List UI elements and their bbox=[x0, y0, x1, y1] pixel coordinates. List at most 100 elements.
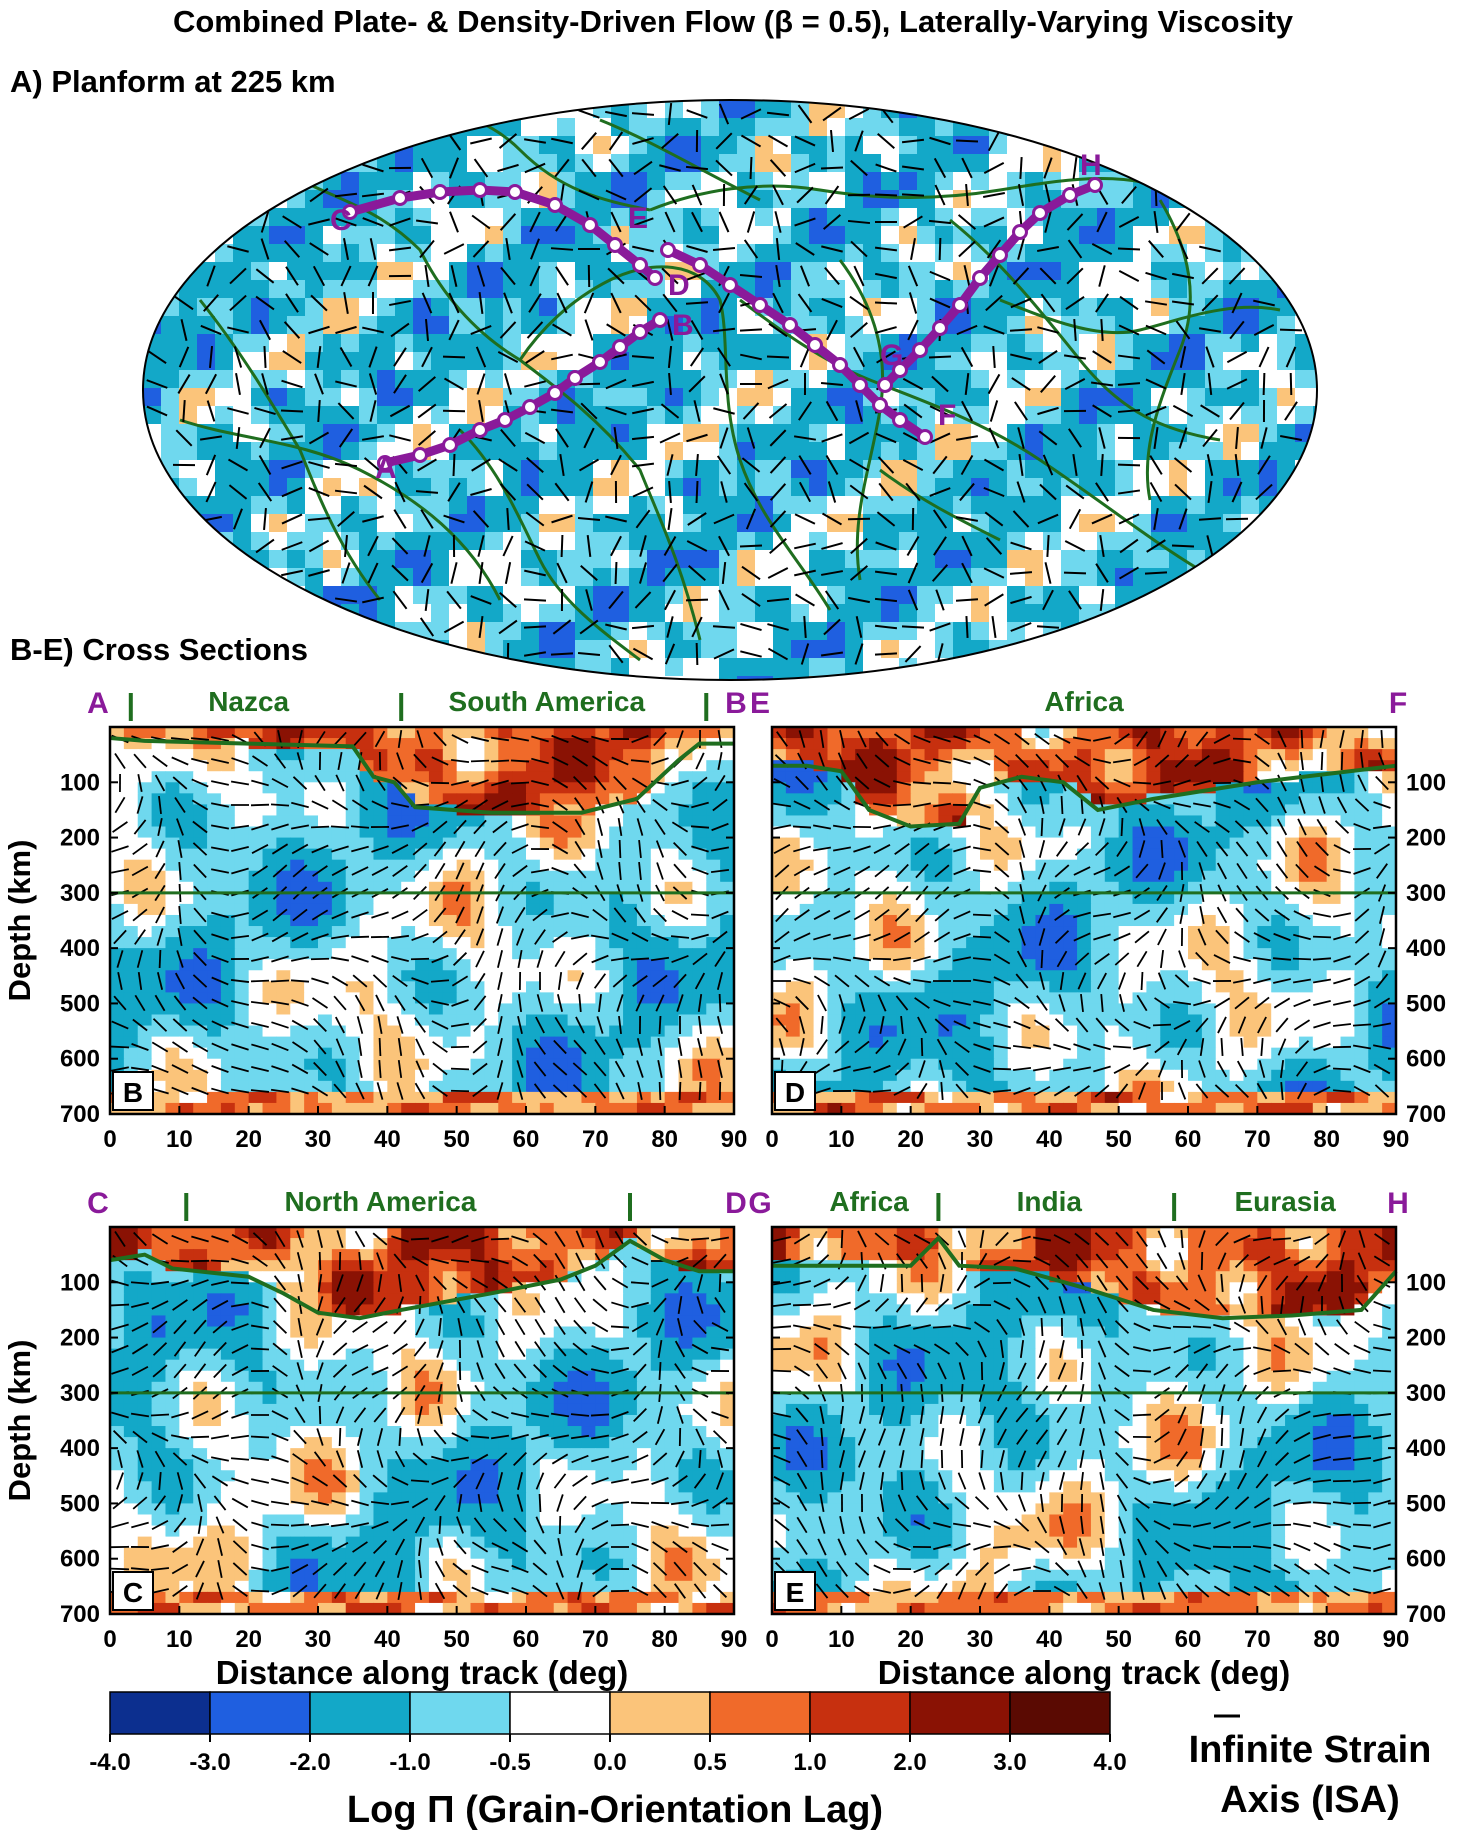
map-cell bbox=[287, 334, 305, 352]
map-cell bbox=[809, 316, 827, 334]
map-cell bbox=[1115, 532, 1133, 550]
section-cell bbox=[484, 793, 499, 805]
section-cell bbox=[207, 937, 222, 949]
map-cell bbox=[377, 316, 395, 334]
section-cell bbox=[110, 992, 125, 1005]
section-cell bbox=[331, 1003, 347, 1016]
map-cell bbox=[1277, 226, 1295, 244]
map-cell bbox=[809, 262, 827, 280]
map-cell bbox=[557, 226, 575, 244]
map-cell bbox=[251, 604, 269, 622]
section-cell bbox=[359, 1080, 375, 1093]
map-cell bbox=[1169, 586, 1187, 604]
section-cell bbox=[720, 826, 735, 839]
map-cell bbox=[359, 118, 377, 136]
section-cell bbox=[581, 1058, 596, 1071]
map-cell bbox=[575, 658, 593, 676]
section-cell bbox=[539, 749, 555, 761]
map-cell bbox=[611, 406, 629, 424]
section-cell bbox=[484, 914, 499, 927]
map-cell bbox=[683, 496, 701, 514]
map-cell bbox=[1241, 550, 1259, 568]
map-cell bbox=[1295, 676, 1313, 680]
map-cell bbox=[233, 100, 251, 118]
map-track-point bbox=[607, 237, 623, 253]
section-cell bbox=[623, 981, 638, 993]
section-cell bbox=[623, 1025, 638, 1038]
map-cell bbox=[503, 442, 521, 460]
map-cell bbox=[881, 568, 899, 586]
map-cell bbox=[143, 190, 161, 208]
map-cell bbox=[1277, 622, 1295, 640]
section-cell bbox=[512, 727, 527, 739]
map-cell bbox=[989, 352, 1007, 370]
section-cell bbox=[276, 1091, 291, 1104]
map-cell bbox=[953, 118, 971, 136]
map-cell bbox=[1223, 496, 1241, 514]
map-cell bbox=[557, 550, 575, 568]
section-cell bbox=[553, 815, 569, 828]
map-cell bbox=[611, 496, 629, 514]
section-cell bbox=[442, 892, 458, 905]
map-cell bbox=[1277, 424, 1295, 442]
map-cell bbox=[215, 316, 233, 334]
map-cell bbox=[1241, 640, 1259, 658]
map-cell bbox=[1043, 334, 1061, 352]
map-cell bbox=[1151, 118, 1169, 136]
map-cell bbox=[341, 118, 359, 136]
map-cell bbox=[341, 280, 359, 298]
section-cell bbox=[512, 1047, 527, 1060]
map-cell bbox=[1313, 676, 1317, 680]
section-cell bbox=[207, 1091, 222, 1104]
map-cell bbox=[1061, 370, 1079, 388]
map-cell bbox=[881, 676, 899, 680]
map-cell bbox=[179, 136, 197, 154]
section-cell bbox=[456, 859, 472, 872]
map-cell bbox=[1043, 262, 1061, 280]
map-cell bbox=[809, 478, 827, 496]
section-cell bbox=[595, 1003, 610, 1016]
map-isa-tick bbox=[901, 193, 925, 197]
map-cell bbox=[647, 190, 665, 208]
section-cell bbox=[428, 1091, 444, 1104]
section-cell bbox=[276, 981, 291, 993]
map-cell bbox=[1295, 172, 1313, 190]
section-cell bbox=[193, 1025, 208, 1038]
section-isa-tick bbox=[630, 957, 650, 961]
map-cell bbox=[1115, 154, 1133, 172]
map-cell bbox=[701, 640, 719, 658]
map-cell bbox=[665, 388, 683, 406]
map-cell bbox=[1097, 622, 1115, 640]
map-cell bbox=[161, 208, 179, 226]
map-cell bbox=[863, 568, 881, 586]
section-cell bbox=[151, 959, 167, 971]
map-cell bbox=[1223, 262, 1241, 280]
map-cell bbox=[1151, 172, 1169, 190]
map-cell bbox=[1025, 316, 1043, 334]
map-cell bbox=[845, 586, 863, 604]
section-cell bbox=[636, 1091, 652, 1104]
map-cell bbox=[485, 262, 503, 280]
map-cell bbox=[593, 388, 611, 406]
map-cell bbox=[449, 496, 467, 514]
map-cell bbox=[215, 586, 233, 604]
map-cell bbox=[1259, 280, 1277, 298]
map-cell bbox=[971, 622, 989, 640]
section-cell bbox=[290, 760, 305, 772]
map-cell bbox=[233, 244, 251, 262]
section-cell bbox=[179, 926, 194, 938]
map-cell bbox=[1133, 352, 1151, 370]
map-cell bbox=[377, 676, 395, 680]
map-cell bbox=[431, 550, 449, 568]
section-cell bbox=[428, 782, 444, 794]
map-cell bbox=[485, 172, 503, 190]
map-cell bbox=[197, 496, 215, 514]
section-cell bbox=[387, 892, 402, 905]
map-cell bbox=[395, 586, 413, 604]
section-cell bbox=[623, 959, 638, 971]
map-cell bbox=[1115, 460, 1133, 478]
map-cell bbox=[719, 118, 737, 136]
map-cell bbox=[863, 658, 881, 676]
map-cell bbox=[323, 550, 341, 568]
section-cell bbox=[304, 837, 319, 850]
